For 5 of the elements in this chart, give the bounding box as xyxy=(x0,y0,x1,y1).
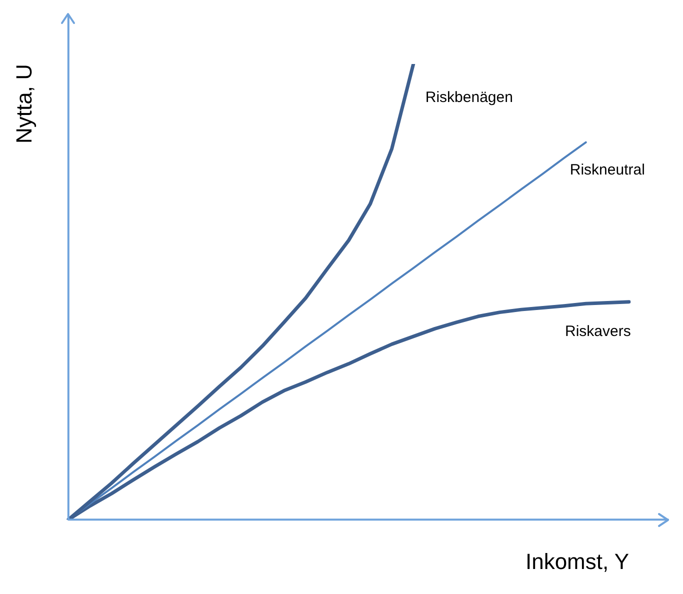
y-axis-title: Nytta, U xyxy=(11,64,36,144)
x-axis-title: Inkomst, Y xyxy=(525,548,630,574)
series-label: Riskbenägen xyxy=(425,89,513,106)
series-label: Riskavers xyxy=(565,322,631,340)
series-label: Riskneutral xyxy=(570,162,645,179)
